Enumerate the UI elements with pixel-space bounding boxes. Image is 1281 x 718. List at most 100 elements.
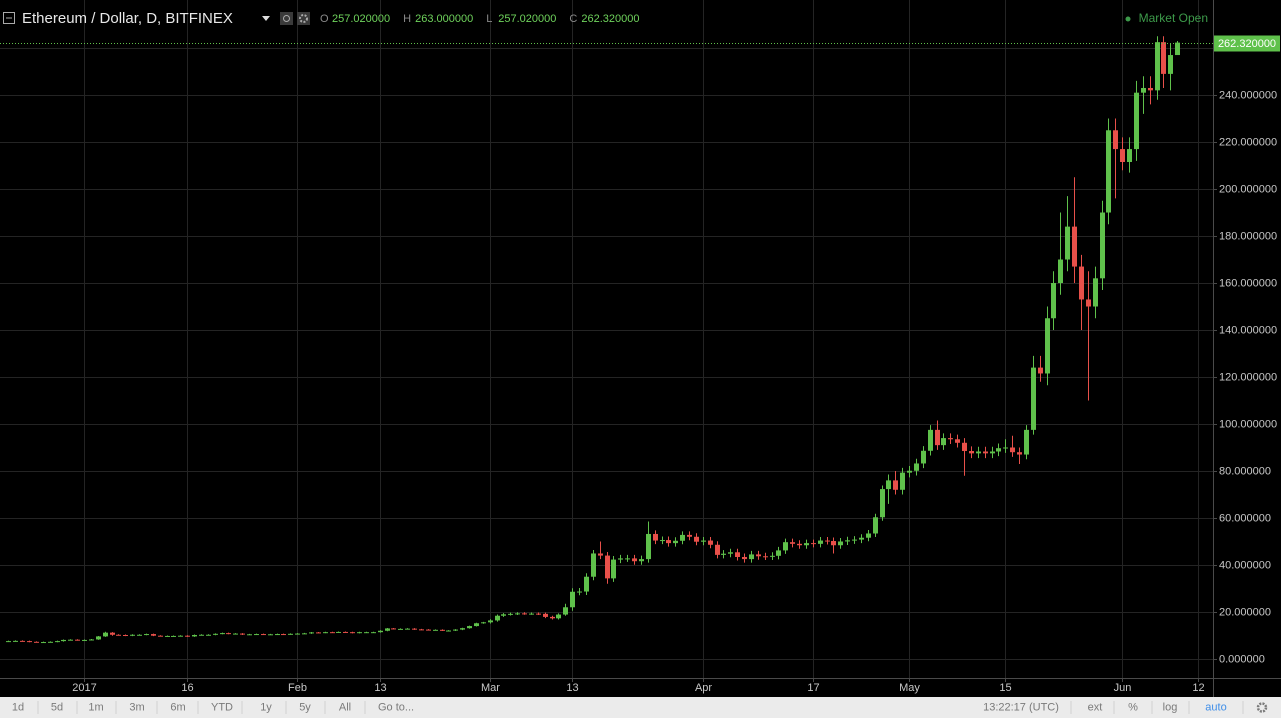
candle-body [48, 641, 53, 643]
candle-body [116, 634, 121, 636]
y-tick-label: 180.000000 [1219, 230, 1277, 242]
candle-body [323, 632, 328, 634]
option-button[interactable]: ext [1088, 701, 1103, 713]
candle-body [474, 623, 479, 627]
option-button-active[interactable]: auto [1205, 701, 1226, 713]
candle-body [254, 634, 259, 636]
candle-body [653, 533, 658, 541]
candle-body [68, 639, 73, 641]
collapse-button[interactable] [3, 12, 15, 24]
readout-label: H [403, 13, 411, 25]
candle-body [1113, 130, 1118, 150]
y-tick-label: 0.000000 [1219, 653, 1265, 665]
candle-body [330, 632, 335, 634]
toolbar-items: 1d 5d 1m 3m 6m YTD 1y 5y All Go to... 13:22:17 (UT… [12, 701, 1268, 714]
candle-body [845, 540, 850, 542]
range-button[interactable]: 1d [12, 701, 24, 713]
y-tick-label: 140.000000 [1219, 324, 1277, 336]
candle-body [556, 614, 561, 619]
candle-body [969, 451, 974, 454]
candle-body [20, 640, 25, 642]
candle-body [880, 489, 885, 518]
candle-body [481, 622, 486, 624]
candle-body [13, 640, 18, 642]
candle-body [295, 633, 300, 635]
option-button[interactable]: log [1163, 701, 1178, 713]
candle-body [962, 442, 967, 452]
candle-body [123, 635, 128, 636]
symbol-dropdown[interactable] [262, 16, 270, 21]
candle-body [646, 533, 651, 560]
candle-body [1148, 87, 1153, 91]
y-tick-label: 220.000000 [1219, 136, 1277, 148]
candle-body [831, 541, 836, 546]
candle-body [515, 613, 520, 615]
y-tick-label: 20.000000 [1219, 606, 1271, 618]
settings-gear[interactable] [1256, 702, 1268, 713]
candle-body [495, 615, 500, 621]
visibility-button[interactable] [280, 12, 293, 25]
candle-body [756, 554, 761, 557]
candle-body [240, 633, 245, 635]
range-button[interactable]: 1m [88, 701, 103, 713]
candle-body [82, 639, 87, 641]
readout-label: O [320, 13, 329, 25]
candle-body [1086, 299, 1091, 307]
y-tick-label: 40.000000 [1219, 559, 1271, 571]
range-button[interactable]: YTD [211, 701, 233, 713]
candle-body [625, 558, 630, 560]
candle-body [708, 540, 713, 545]
candle-body [171, 635, 176, 637]
candle-body [385, 628, 390, 631]
settings-button[interactable] [297, 12, 310, 25]
range-button[interactable]: 1y [260, 701, 272, 713]
range-button[interactable]: 5d [51, 701, 63, 713]
candle-body [220, 633, 225, 635]
candle-body [1100, 212, 1105, 279]
candle-body [598, 553, 603, 556]
candle-body [866, 533, 871, 538]
candle-body [928, 429, 933, 451]
candle-body [1045, 318, 1050, 374]
candle-body [1031, 367, 1036, 430]
x-tick-label: May [899, 682, 920, 694]
market-status: Market Open [1139, 11, 1208, 25]
candle-body [391, 628, 396, 630]
candle-body [873, 517, 878, 534]
candle-body [680, 534, 685, 541]
candle-body [1175, 42, 1180, 56]
candle-body [825, 540, 830, 542]
candle-body [419, 629, 424, 631]
candle-body [1065, 226, 1070, 260]
candle-body [955, 439, 960, 443]
candle-body [797, 543, 802, 546]
last-price-label: 262.320000 [1218, 38, 1276, 50]
x-tick-label: 2017 [72, 682, 96, 694]
candle-body [1051, 283, 1056, 319]
x-tick-label: 16 [181, 682, 193, 694]
range-button[interactable]: 6m [170, 701, 185, 713]
candle-body [192, 635, 197, 637]
candle-body [178, 635, 183, 637]
candle-body [261, 634, 266, 636]
range-button[interactable]: All [339, 701, 351, 713]
range-button[interactable]: 3m [129, 701, 144, 713]
candle-body [206, 634, 211, 636]
candle-body [281, 634, 286, 636]
candle-body [398, 628, 403, 630]
candle-body [75, 639, 80, 641]
candle-body [41, 642, 46, 644]
candle-body [811, 543, 816, 545]
option-button[interactable]: % [1128, 701, 1138, 713]
candle-body [660, 540, 665, 542]
status-dot [1125, 16, 1131, 22]
candle-body [852, 539, 857, 541]
goto-button[interactable]: Go to... [378, 701, 414, 713]
candle-body [213, 633, 218, 635]
candle-body [1106, 130, 1111, 213]
range-button[interactable]: 5y [299, 701, 311, 713]
y-tick-label: 80.000000 [1219, 465, 1271, 477]
candle-body [570, 591, 575, 608]
candle-body [1168, 55, 1173, 74]
